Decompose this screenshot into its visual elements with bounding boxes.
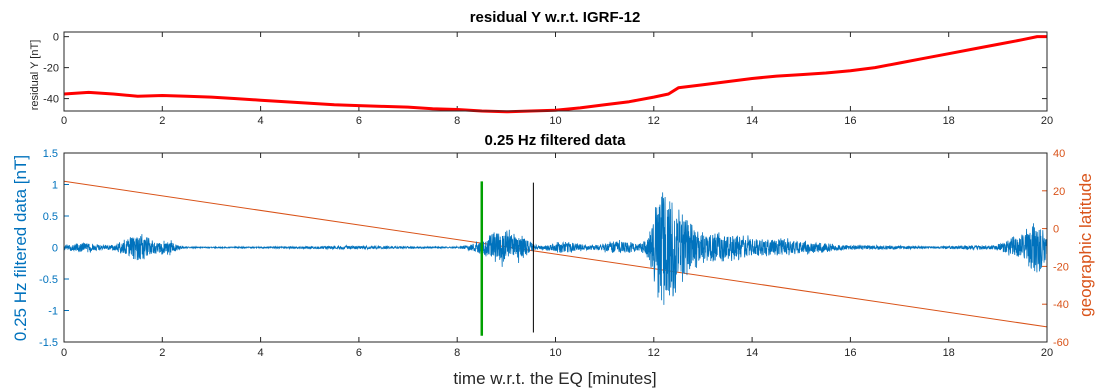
bottom-axes-box: [63, 152, 1048, 343]
top-xtick-label: 12: [648, 115, 660, 127]
top-xtick-label: 2: [159, 115, 165, 127]
bottom-plot-area: [63, 180, 1048, 336]
top-ytick-label: 0: [53, 32, 59, 44]
bottom-ytick-label: -1: [48, 306, 58, 318]
top-xtick-label: 8: [454, 115, 460, 127]
top-xtick-label: 14: [746, 115, 758, 127]
top-series-line: [63, 35, 1047, 114]
bottom-xtick-label: 16: [844, 347, 856, 359]
top-ytick-label: -40: [43, 94, 59, 106]
latitude-line: [63, 180, 1048, 328]
bottom-xlabel: time w.r.t. the EQ [minutes]: [453, 369, 656, 388]
bottom-y2tick-label: -40: [1053, 299, 1069, 311]
top-xtick-label: 4: [258, 115, 264, 127]
bottom-ytick-label: 0.5: [43, 211, 58, 223]
bottom-ylabel: 0.25 Hz filtered data [nT]: [11, 155, 30, 341]
top-axes-box: [63, 31, 1048, 112]
bottom-ytick-label: 0: [52, 243, 58, 255]
top-xtick-label: 16: [844, 115, 856, 127]
bottom-xtick-label: 14: [746, 347, 758, 359]
bottom-ytick-label: 1: [52, 180, 58, 192]
bottom-ytick-label: 1.5: [43, 148, 58, 160]
top-xtick-label: 20: [1041, 115, 1053, 127]
bottom-y2label: geographic latitude: [1076, 173, 1095, 317]
bottom-y2tick-label: 20: [1053, 186, 1065, 198]
bottom-xtick-label: 0: [61, 347, 67, 359]
bottom-xtick-label: 20: [1041, 347, 1053, 359]
bottom-y2tick-label: -60: [1053, 337, 1069, 349]
top-plot-area: [63, 35, 1047, 114]
bottom-y2tick-label: -20: [1053, 261, 1069, 273]
bottom-xtick-label: 18: [943, 347, 955, 359]
top-ticks: 0 2 4 6 8 10 12 14 16 18 20 0 -20 -40: [43, 32, 1053, 127]
bottom-xtick-label: 2: [159, 347, 165, 359]
bottom-xtick-label: 12: [648, 347, 660, 359]
top-xtick-label: 6: [356, 115, 362, 127]
top-xtick-label: 0: [61, 115, 67, 127]
bottom-xtick-label: 4: [258, 347, 264, 359]
top-xtick-label: 10: [549, 115, 561, 127]
bottom-y2tick-label: 40: [1053, 148, 1065, 160]
bottom-xtick-label: 8: [454, 347, 460, 359]
bottom-xtick-label: 10: [549, 347, 561, 359]
filtered-signal-line: [63, 192, 1048, 305]
top-ytick-label: -20: [43, 63, 59, 75]
top-xtick-label: 18: [943, 115, 955, 127]
bottom-xtick-label: 6: [356, 347, 362, 359]
top-title: residual Y w.r.t. IGRF-12: [470, 9, 641, 26]
bottom-ytick-label: -0.5: [39, 274, 58, 286]
bottom-ytick-label: -1.5: [39, 337, 58, 349]
bottom-title: 0.25 Hz filtered data: [485, 132, 627, 149]
top-ylabel: residual Y [nT]: [29, 40, 41, 111]
bottom-y2tick-label: 0: [1053, 224, 1059, 236]
